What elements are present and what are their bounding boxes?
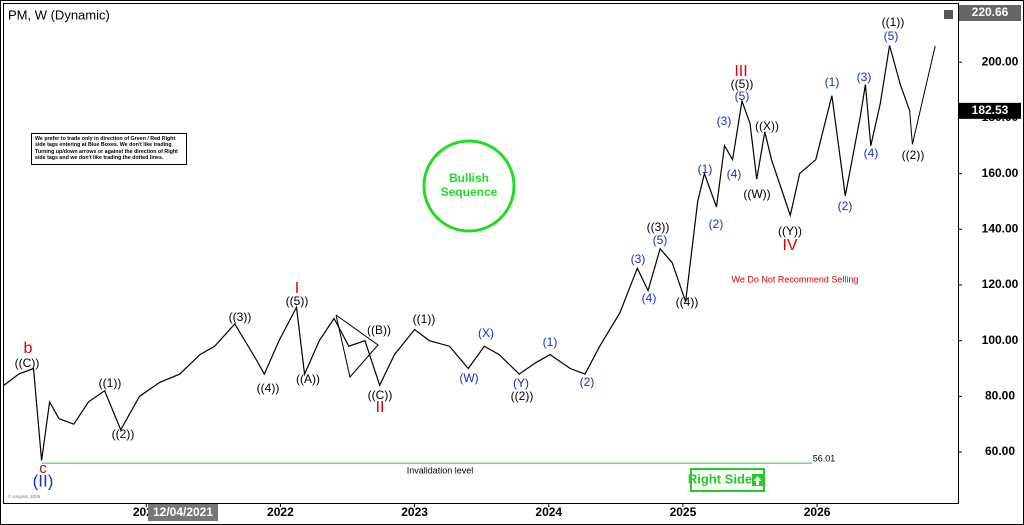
y-tick-label: 100.00 <box>982 333 1019 347</box>
last-price: 182.53 <box>972 103 1009 117</box>
wave-label: (W) <box>459 371 478 385</box>
up-arrow <box>753 476 762 485</box>
wave-label: b <box>24 340 33 357</box>
wave-label: IV <box>782 237 797 254</box>
wave-label: ((W)) <box>743 187 770 201</box>
y-tick-label: 120.00 <box>982 277 1019 291</box>
wave-label: ((1)) <box>413 312 436 326</box>
x-tick-label: 2025 <box>670 505 697 519</box>
price-line <box>3 45 911 461</box>
wave-label: (5) <box>884 29 899 43</box>
wave-label: (5) <box>653 233 668 247</box>
wave-label: (X) <box>478 326 494 340</box>
wave-label: ((2)) <box>902 148 925 162</box>
wave-label: (4) <box>727 167 742 181</box>
wave-label: ((2)) <box>511 389 534 403</box>
copyright: © eSignal, 2026 <box>8 493 41 499</box>
x-tick-label: 2024 <box>535 505 562 519</box>
wave-label: (4) <box>864 146 879 160</box>
chart-title: PM, W (Dynamic) <box>8 7 110 22</box>
wave-label: ((5)) <box>731 77 754 91</box>
wave-label: (Y) <box>513 376 529 390</box>
wave-label: (2) <box>580 375 595 389</box>
wave-label: (1) <box>698 162 713 176</box>
wave-label: (1) <box>825 75 840 89</box>
x-tick-label: 2023 <box>401 505 428 519</box>
menu-icon[interactable] <box>944 10 953 19</box>
wave-label: ((C)) <box>368 388 393 402</box>
triangle <box>335 314 379 379</box>
wave-label: ((5)) <box>286 294 309 308</box>
wave-label: ((C)) <box>15 356 40 370</box>
x-tick-label: 2022 <box>267 505 294 519</box>
bullish-sequence: Bullish Sequence <box>441 171 498 199</box>
y-tick-label: 60.00 <box>985 444 1015 458</box>
bullish-circle <box>422 139 516 233</box>
wave-label: ((Y)) <box>778 224 802 238</box>
wave-label: ((1)) <box>99 376 122 390</box>
invalidation-value: 56.01 <box>813 454 836 464</box>
y-tick-label: 80.00 <box>985 389 1015 403</box>
note-box: We prefer to trade only in direction of … <box>31 133 187 165</box>
y-tick-label: 140.00 <box>982 221 1019 235</box>
y-tick-label: 200.00 <box>982 54 1019 68</box>
right-side-label: Right Side <box>688 471 752 486</box>
projection-line <box>909 45 936 145</box>
wave-label: (4) <box>642 291 657 305</box>
wave-label: (5) <box>735 89 750 103</box>
wave-label: I <box>295 280 299 297</box>
wave-label: (3) <box>631 252 646 266</box>
wave-label: (2) <box>709 217 724 231</box>
wave-label: ((3)) <box>647 220 670 234</box>
x-tick-label: 2026 <box>804 505 831 519</box>
high-label-box <box>959 5 1021 21</box>
wave-label: II <box>376 399 385 416</box>
wave-label: (3) <box>857 70 872 84</box>
wave-label: ((2)) <box>112 427 135 441</box>
plot-frame <box>3 3 959 504</box>
wave-label: (1) <box>543 335 558 349</box>
wave-label: (2) <box>838 199 853 213</box>
wave-label: (3) <box>717 114 732 128</box>
cursor-date-box <box>148 504 218 521</box>
wave-label: ((1)) <box>882 15 905 29</box>
y-tick-label: 160.00 <box>982 166 1019 180</box>
wave-label: c <box>39 460 47 477</box>
wave-label: ((4)) <box>676 295 699 309</box>
high-label: 220.66 <box>972 5 1009 19</box>
right-side-box <box>690 468 765 492</box>
wave-label: (II) <box>33 471 54 490</box>
last-price-box <box>959 102 1021 119</box>
wave-label: ((B)) <box>367 323 391 337</box>
wave-label: III <box>734 63 747 80</box>
wave-label: ((4)) <box>257 381 280 395</box>
invalidation-text: Invalidation level <box>407 466 474 476</box>
wave-label: ((3)) <box>229 310 252 324</box>
wave-label: ((X)) <box>755 119 779 133</box>
warning-text: We Do Not Recommend Selling <box>732 274 859 284</box>
wave-label: ((A)) <box>296 372 320 386</box>
cursor-date: 12/04/2021 <box>153 505 213 519</box>
